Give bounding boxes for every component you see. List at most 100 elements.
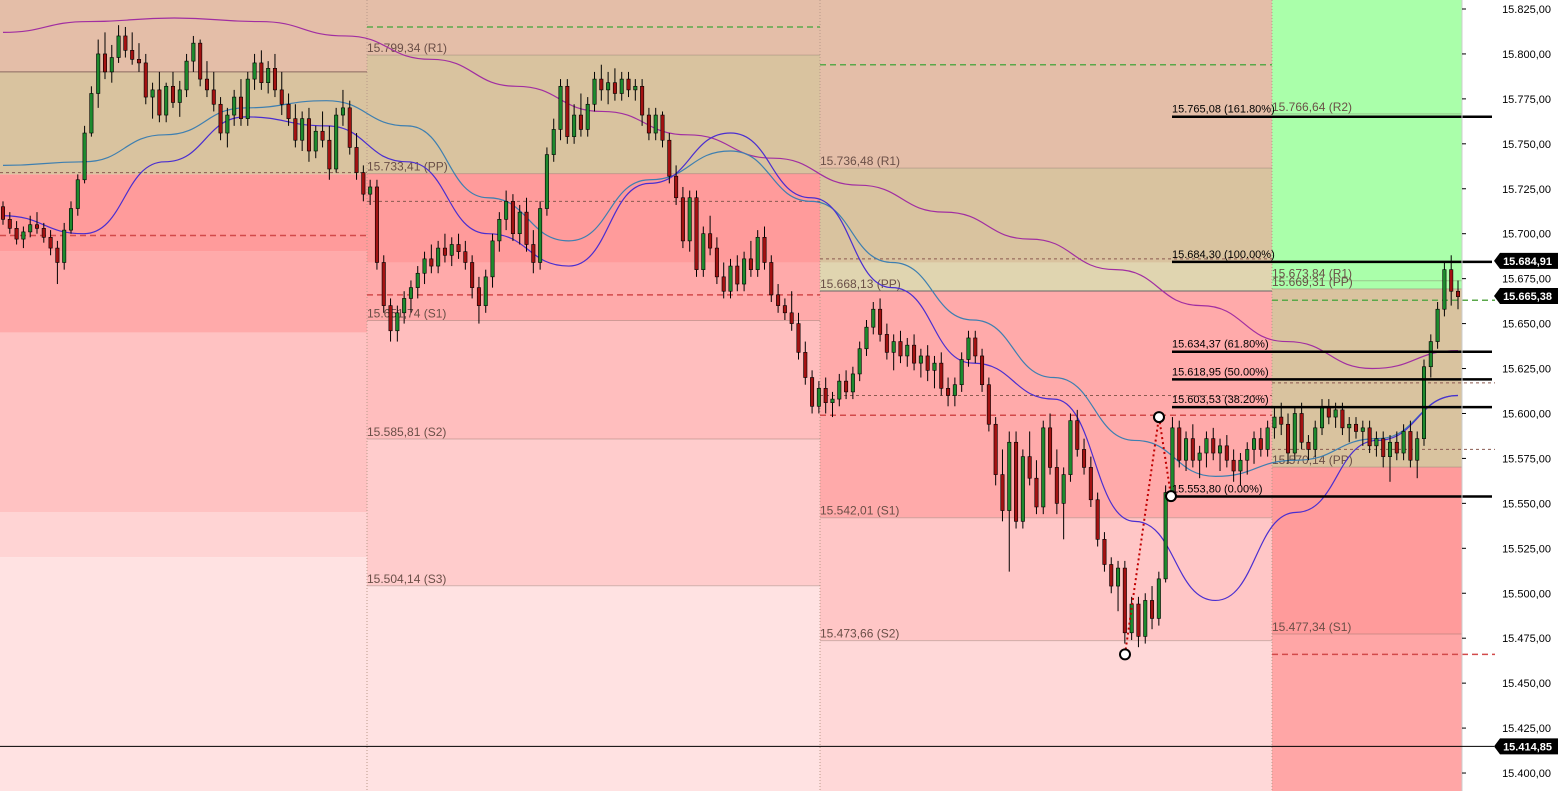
- price-tag-label: 15.665,38: [1503, 291, 1552, 303]
- price-axis-tick-label: 15.425,00: [1502, 723, 1551, 735]
- pivot-label: 15.669,31 (PP): [1272, 275, 1353, 289]
- candle-body: [395, 312, 400, 332]
- candle-body: [62, 229, 67, 263]
- candle-body: [456, 244, 461, 252]
- candle-body: [184, 60, 189, 91]
- fib-level-label: 15.603,53 (38.20%): [1172, 394, 1269, 406]
- candle-body: [830, 398, 835, 403]
- candle-body: [1197, 452, 1202, 461]
- candle-body: [640, 85, 645, 116]
- price-tags: 15.684,91 15.665,38 15.414,85: [0, 252, 1558, 755]
- pivot-zone: [1272, 288, 1462, 468]
- candle-body: [946, 388, 951, 396]
- fib-level-label: 15.618,95 (50.00%): [1172, 366, 1269, 378]
- price-axis-background: [1462, 0, 1559, 791]
- price-axis[interactable]: 15.825,00 15.800,00 15.775,00 15.750,00 15.7…: [1461, 0, 1551, 791]
- candle-body: [232, 96, 237, 116]
- candle-body: [361, 172, 366, 195]
- candle-body: [1367, 427, 1372, 447]
- candle-body: [1061, 474, 1066, 504]
- pivot-zone: [0, 332, 367, 513]
- candle-body: [1313, 427, 1318, 450]
- candle-body: [959, 359, 964, 386]
- price-axis-tick-label: 15.625,00: [1502, 364, 1551, 376]
- candle-body: [1109, 564, 1114, 587]
- candle-body: [803, 352, 808, 378]
- candle-body: [136, 59, 141, 64]
- candle-body: [82, 132, 87, 181]
- price-tag-label: 15.414,85: [1503, 741, 1552, 753]
- price-axis-tick-label: 15.725,00: [1502, 184, 1551, 196]
- candle-body: [300, 118, 305, 141]
- candle-body: [1252, 438, 1257, 450]
- candle-body: [551, 129, 556, 155]
- candle-body: [660, 114, 665, 141]
- candle-body: [238, 96, 243, 119]
- price-axis-tick-label: 15.750,00: [1502, 139, 1551, 151]
- candle-body: [1333, 409, 1338, 418]
- candle-body: [1394, 441, 1399, 454]
- candle-body: [837, 380, 842, 400]
- candle-body: [198, 42, 203, 80]
- candle-body: [1184, 438, 1189, 461]
- candle-body: [1048, 427, 1053, 468]
- candle-body: [884, 334, 889, 353]
- candle-body: [973, 337, 978, 357]
- pivot-zone: [0, 251, 367, 333]
- candle-body: [850, 373, 855, 393]
- candle-body: [334, 114, 339, 170]
- candle-body: [1088, 467, 1093, 501]
- candle-body: [368, 186, 373, 195]
- price-tag: [1494, 252, 1558, 269]
- candle-body: [782, 305, 787, 314]
- candle-body: [89, 93, 94, 134]
- candle-body: [402, 298, 407, 314]
- candle-body: [245, 78, 250, 119]
- candle-body: [1122, 567, 1127, 634]
- candle-body: [1360, 427, 1365, 432]
- pivot-zone: [0, 557, 367, 791]
- candle-body: [1388, 441, 1393, 457]
- candle-body: [1007, 441, 1012, 511]
- candle-body: [633, 85, 638, 91]
- pivot-zone: [820, 262, 1272, 291]
- candle-body: [565, 85, 570, 137]
- price-tag: [1494, 287, 1558, 304]
- price-axis-tick-label: 15.600,00: [1502, 408, 1551, 420]
- candle-body: [531, 244, 536, 263]
- candle-body: [1442, 269, 1447, 310]
- candle-body: [347, 107, 352, 148]
- candle-body: [218, 103, 223, 134]
- candle-body: [157, 89, 162, 116]
- price-axis-tick-label: 15.500,00: [1502, 588, 1551, 600]
- candle-body: [177, 89, 182, 103]
- candle-body: [1075, 420, 1080, 450]
- candle-body: [1449, 269, 1454, 292]
- candle-body: [517, 211, 522, 235]
- candle-body: [742, 258, 747, 285]
- candle-body: [436, 247, 441, 267]
- candle-body: [952, 384, 957, 396]
- candle-body: [1340, 409, 1345, 429]
- candle-body: [891, 341, 896, 353]
- candle-body: [646, 114, 651, 134]
- candle-body: [510, 201, 515, 235]
- fib-level-label: 15.634,37 (61.80%): [1172, 339, 1269, 351]
- candle-body: [993, 423, 998, 475]
- candle-body: [544, 154, 549, 209]
- candle-body: [612, 82, 617, 94]
- candle-body: [816, 388, 821, 407]
- candle-body: [1299, 413, 1304, 443]
- pivot-label: 15.473,66 (S2): [820, 627, 899, 641]
- candle-body: [871, 308, 876, 328]
- moving-average-line: [2, 116, 1459, 602]
- candle-body: [1408, 431, 1413, 461]
- candle-body: [714, 247, 719, 278]
- pivot-label: 15.570,14 (PP): [1272, 453, 1353, 467]
- candle-body: [1238, 459, 1243, 472]
- candle-body: [381, 262, 386, 306]
- candle-body: [1150, 600, 1155, 619]
- pivot-zone: [820, 168, 1272, 263]
- pivot-zone: [820, 290, 1272, 518]
